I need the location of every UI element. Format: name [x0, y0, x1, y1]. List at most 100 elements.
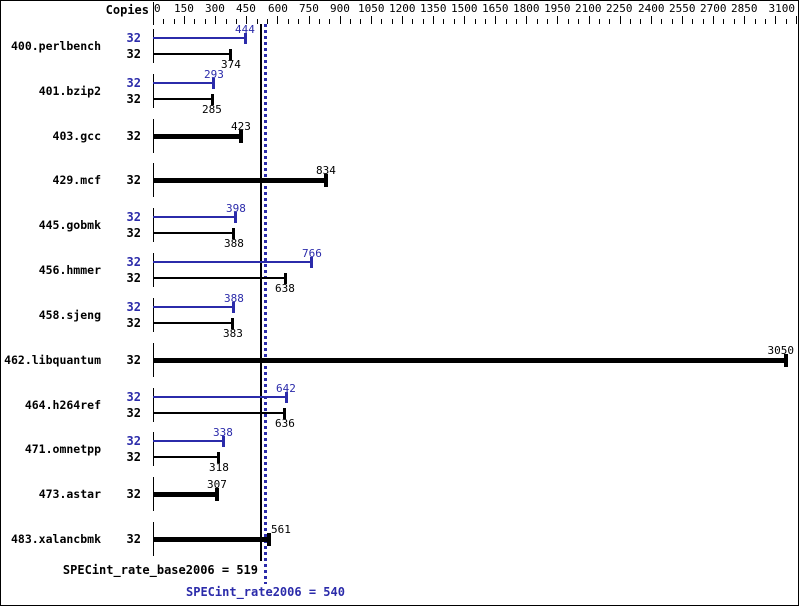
peak-bar — [153, 82, 214, 84]
bar-end-cap — [229, 49, 232, 60]
axis-major-tick — [309, 16, 310, 24]
axis-tick-label: 450 — [236, 2, 256, 15]
axis-minor-tick — [174, 19, 175, 24]
axis-minor-tick — [630, 19, 631, 24]
bar-value-label: 561 — [271, 523, 291, 536]
bar-end-cap — [283, 408, 286, 419]
bar-end-cap — [284, 273, 287, 284]
axis-major-tick — [340, 16, 341, 24]
axis-tick-label: 1050 — [358, 2, 385, 15]
benchmark-label: 462.libquantum — [4, 353, 101, 367]
axis-tick-label: 900 — [330, 2, 350, 15]
base-bar — [153, 492, 217, 497]
benchmark-label: 458.sjeng — [38, 308, 101, 322]
bar-value-label: 307 — [207, 478, 227, 491]
axis-minor-tick — [485, 19, 486, 24]
benchmark-label: 483.xalancbmk — [10, 532, 101, 546]
axis-major-tick — [796, 16, 797, 24]
axis-major-tick — [246, 16, 247, 24]
axis-major-tick — [371, 16, 372, 24]
benchmark-label: 445.gobmk — [38, 218, 101, 232]
copies-value: 32 — [126, 450, 141, 464]
copies-value: 32 — [126, 255, 141, 269]
axis-minor-tick — [547, 19, 548, 24]
bar-end-cap — [234, 212, 237, 223]
bar-end-cap — [310, 257, 313, 268]
axis-origin-line — [153, 2, 154, 25]
benchmark-axis-tick — [153, 74, 154, 108]
axis-major-tick — [184, 16, 185, 24]
copies-value: 32 — [126, 129, 141, 143]
copies-value: 32 — [126, 173, 141, 187]
bar-end-cap — [222, 436, 225, 447]
bar-end-cap — [232, 302, 235, 313]
peak-bar — [153, 216, 236, 218]
bar-value-label: 642 — [276, 382, 296, 395]
copies-value: 32 — [126, 390, 141, 404]
axis-minor-tick — [205, 19, 206, 24]
bar-end-cap — [215, 488, 219, 501]
bar-value-label: 388 — [224, 237, 244, 250]
axis-minor-tick — [257, 19, 258, 24]
axis-minor-tick — [288, 19, 289, 24]
bar-value-label: 293 — [204, 68, 224, 81]
axis-minor-tick — [765, 19, 766, 24]
copies-value: 32 — [126, 76, 141, 90]
axis-tick-label: 150 — [174, 2, 194, 15]
benchmark-axis-tick — [153, 388, 154, 422]
axis-minor-tick — [423, 19, 424, 24]
bar-value-label: 636 — [275, 417, 295, 430]
bar-value-label: 388 — [224, 292, 244, 305]
specint_rate_base2006-line — [260, 24, 262, 561]
base-bar — [153, 178, 326, 183]
axis-minor-tick — [640, 19, 641, 24]
axis-minor-tick — [454, 19, 455, 24]
bar-end-cap — [232, 228, 235, 239]
axis-tick-label: 600 — [268, 2, 288, 15]
axis-tick-label: 2400 — [638, 2, 665, 15]
copies-value: 32 — [126, 532, 141, 546]
axis-tick-label: 1350 — [420, 2, 447, 15]
benchmark-axis-tick — [153, 298, 154, 332]
copies-value: 32 — [126, 316, 141, 330]
benchmark-axis-tick — [153, 432, 154, 466]
axis-major-tick — [713, 16, 714, 24]
copies-value: 32 — [126, 47, 141, 61]
bar-value-label: 374 — [221, 58, 241, 71]
base-bar — [153, 277, 285, 279]
copies-column-header: Copies — [105, 3, 149, 17]
bar-value-label: 444 — [235, 23, 255, 36]
axis-tick-label: 300 — [205, 2, 225, 15]
axis-minor-tick — [723, 19, 724, 24]
axis-tick-label: 1950 — [544, 2, 571, 15]
bar-value-label: 338 — [213, 426, 233, 439]
bar-value-label: 834 — [316, 164, 336, 177]
bar-value-label: 318 — [209, 461, 229, 474]
base-bar — [153, 98, 212, 100]
axis-minor-tick — [672, 19, 673, 24]
axis-tick-label: 1650 — [482, 2, 509, 15]
benchmark-label: 473.astar — [38, 487, 101, 501]
axis-major-tick — [682, 16, 683, 24]
bar-end-cap — [285, 392, 288, 403]
axis-minor-tick — [516, 19, 517, 24]
peak-bar — [153, 440, 223, 442]
axis-tick-label: 2250 — [606, 2, 633, 15]
axis-minor-tick — [475, 19, 476, 24]
axis-major-tick — [153, 16, 154, 24]
axis-minor-tick — [568, 19, 569, 24]
benchmark-label: 403.gcc — [52, 129, 101, 143]
copies-value: 32 — [126, 271, 141, 285]
bar-end-cap — [211, 94, 214, 105]
axis-minor-tick — [329, 19, 330, 24]
copies-value: 32 — [126, 31, 141, 45]
axis-minor-tick — [360, 19, 361, 24]
bar-value-label: 383 — [223, 327, 243, 340]
benchmark-axis-tick — [153, 208, 154, 242]
benchmark-label: 464.h264ref — [24, 398, 101, 412]
axis-minor-tick — [267, 19, 268, 24]
base-bar — [153, 456, 219, 458]
benchmark-label: 429.mcf — [52, 173, 101, 187]
bar-value-label: 423 — [231, 120, 251, 133]
axis-tick-label: 3100 — [768, 2, 796, 15]
